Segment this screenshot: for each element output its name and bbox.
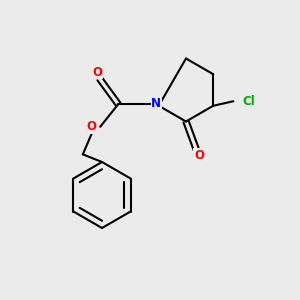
Text: O: O: [87, 120, 97, 133]
Text: Cl: Cl: [242, 95, 255, 108]
Text: O: O: [92, 66, 102, 79]
Text: N: N: [151, 97, 161, 110]
Text: O: O: [194, 149, 204, 162]
